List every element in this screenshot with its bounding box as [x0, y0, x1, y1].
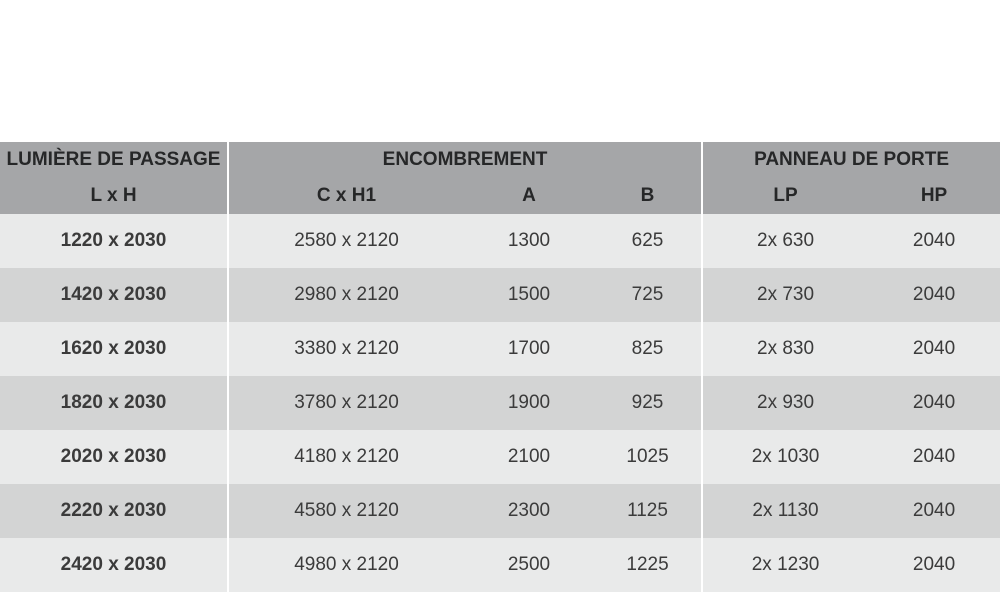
cell-hp: 2040: [868, 322, 1000, 376]
header-b: B: [594, 178, 702, 214]
cell-cxh1: 4180 x 2120: [228, 430, 464, 484]
cell-b: 925: [594, 376, 702, 430]
cell-lp: 2x 930: [702, 376, 868, 430]
cell-cxh1: 3380 x 2120: [228, 322, 464, 376]
cell-a: 1500: [464, 268, 594, 322]
cell-lxh: 1820 x 2030: [0, 376, 228, 430]
cell-b: 725: [594, 268, 702, 322]
cell-cxh1: 4580 x 2120: [228, 484, 464, 538]
cell-hp: 2040: [868, 376, 1000, 430]
cell-lp: 2x 1030: [702, 430, 868, 484]
table-row: 1220 x 2030 2580 x 2120 1300 625 2x 630 …: [0, 214, 1000, 268]
cell-a: 2300: [464, 484, 594, 538]
table-row: 1820 x 2030 3780 x 2120 1900 925 2x 930 …: [0, 376, 1000, 430]
cell-lxh: 2420 x 2030: [0, 538, 228, 592]
cell-b: 825: [594, 322, 702, 376]
header-lxh: L x H: [0, 178, 228, 214]
header-group-panneau: PANNEAU DE PORTE: [702, 142, 1000, 178]
cell-lxh: 1220 x 2030: [0, 214, 228, 268]
table-row: 2020 x 2030 4180 x 2120 2100 1025 2x 103…: [0, 430, 1000, 484]
cell-hp: 2040: [868, 430, 1000, 484]
cell-lxh: 1620 x 2030: [0, 322, 228, 376]
cell-b: 1125: [594, 484, 702, 538]
table-row: 2420 x 2030 4980 x 2120 2500 1225 2x 123…: [0, 538, 1000, 592]
header-hp: HP: [868, 178, 1000, 214]
cell-b: 625: [594, 214, 702, 268]
cell-a: 2100: [464, 430, 594, 484]
header-a: A: [464, 178, 594, 214]
cell-a: 1900: [464, 376, 594, 430]
header-cxh1: C x H1: [228, 178, 464, 214]
cell-a: 2500: [464, 538, 594, 592]
dimensions-table: LUMIÈRE DE PASSAGE ENCOMBREMENT PANNEAU …: [0, 142, 1000, 592]
cell-cxh1: 3780 x 2120: [228, 376, 464, 430]
header-group-encombrement: ENCOMBREMENT: [228, 142, 702, 178]
cell-lp: 2x 1130: [702, 484, 868, 538]
cell-lp: 2x 830: [702, 322, 868, 376]
cell-lxh: 2220 x 2030: [0, 484, 228, 538]
table-body: 1220 x 2030 2580 x 2120 1300 625 2x 630 …: [0, 214, 1000, 592]
cell-lxh: 1420 x 2030: [0, 268, 228, 322]
table-row: 2220 x 2030 4580 x 2120 2300 1125 2x 113…: [0, 484, 1000, 538]
cell-lp: 2x 630: [702, 214, 868, 268]
cell-hp: 2040: [868, 484, 1000, 538]
header-group-passage: LUMIÈRE DE PASSAGE: [0, 142, 228, 178]
cell-cxh1: 2580 x 2120: [228, 214, 464, 268]
cell-a: 1300: [464, 214, 594, 268]
cell-lp: 2x 730: [702, 268, 868, 322]
cell-hp: 2040: [868, 268, 1000, 322]
cell-hp: 2040: [868, 214, 1000, 268]
cell-b: 1025: [594, 430, 702, 484]
cell-cxh1: 4980 x 2120: [228, 538, 464, 592]
cell-lp: 2x 1230: [702, 538, 868, 592]
cell-b: 1225: [594, 538, 702, 592]
table-header: LUMIÈRE DE PASSAGE ENCOMBREMENT PANNEAU …: [0, 142, 1000, 214]
cell-a: 1700: [464, 322, 594, 376]
cell-cxh1: 2980 x 2120: [228, 268, 464, 322]
table-row: 1420 x 2030 2980 x 2120 1500 725 2x 730 …: [0, 268, 1000, 322]
header-lp: LP: [702, 178, 868, 214]
table-row: 1620 x 2030 3380 x 2120 1700 825 2x 830 …: [0, 322, 1000, 376]
cell-lxh: 2020 x 2030: [0, 430, 228, 484]
cell-hp: 2040: [868, 538, 1000, 592]
